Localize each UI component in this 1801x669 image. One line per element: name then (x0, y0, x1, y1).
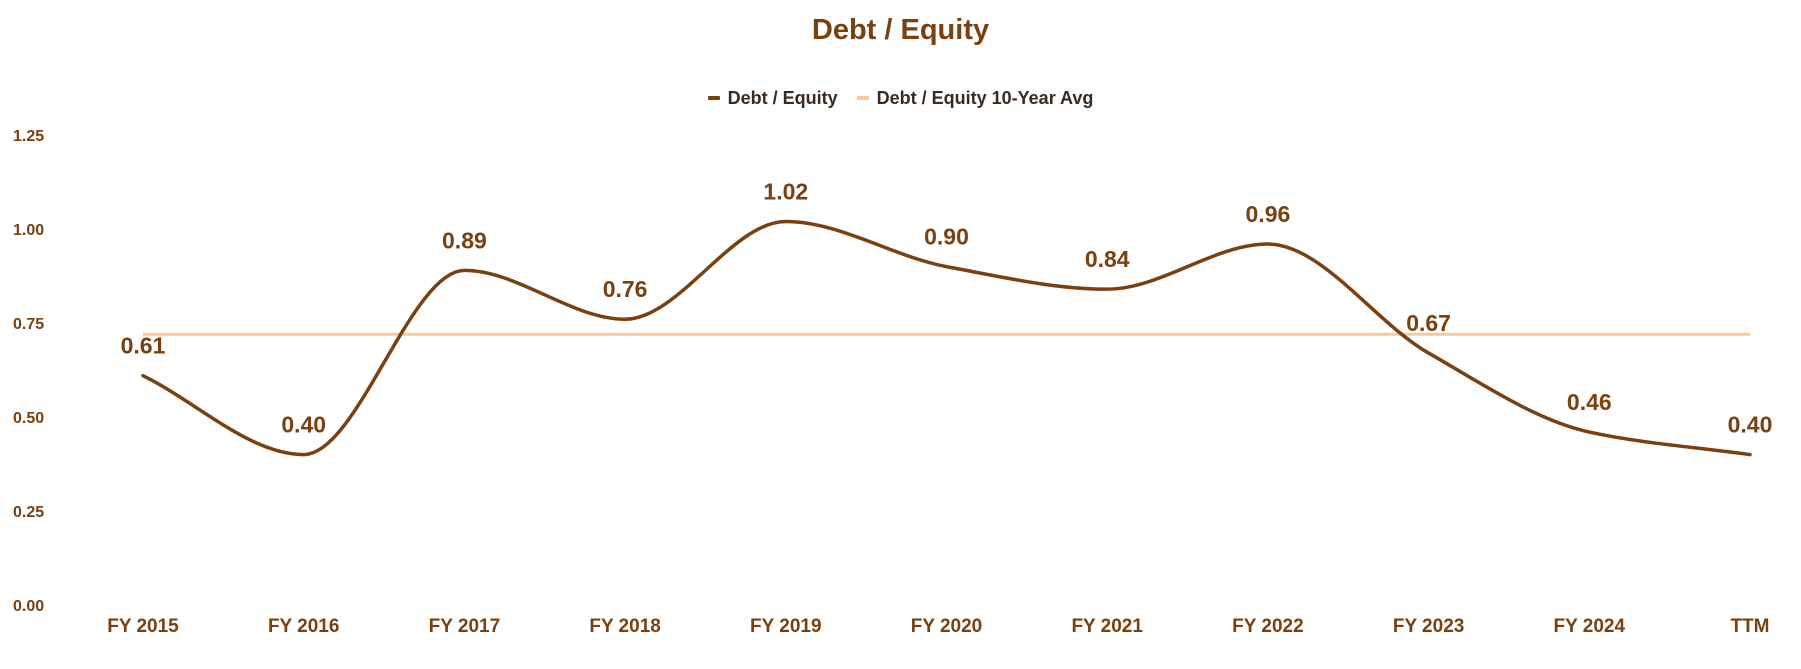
legend-item-debt-equity[interactable]: Debt / Equity (707, 87, 838, 109)
x-tick-label: FY 2023 (1393, 616, 1464, 637)
y-tick-label: 1.00 (13, 222, 44, 239)
legend-label-10-year-avg: Debt / Equity 10-Year Avg (876, 87, 1094, 108)
y-tick-label: 0.50 (13, 410, 44, 427)
data-label: 0.40 (281, 412, 326, 438)
chart-title: Debt / Equity (811, 14, 990, 46)
data-label: 0.40 (1728, 412, 1773, 438)
x-tick-label: FY 2021 (1071, 616, 1143, 637)
data-label: 0.84 (1085, 246, 1130, 272)
data-label: 0.67 (1406, 310, 1451, 336)
data-label: 0.76 (603, 276, 648, 302)
data-point[interactable] (781, 216, 791, 226)
data-label: 0.46 (1567, 389, 1612, 415)
data-point[interactable] (138, 371, 148, 381)
data-point[interactable] (620, 314, 630, 324)
legend-item-10-year-avg[interactable]: Debt / Equity 10-Year Avg (856, 87, 1094, 109)
x-tick-label: FY 2024 (1554, 616, 1626, 637)
data-point[interactable] (459, 265, 469, 275)
series-line-debt-equity (141, 219, 1752, 457)
legend-label-debt-equity: Debt / Equity (727, 87, 838, 108)
y-tick-label: 0.25 (13, 504, 44, 521)
x-tick-label: FY 2017 (429, 616, 500, 637)
legend-swatch-10-year-avg (856, 96, 869, 100)
legend-swatch-debt-equity (707, 96, 720, 100)
x-tick-label: FY 2022 (1232, 616, 1303, 637)
data-label: 0.96 (1246, 201, 1291, 227)
x-tick-label: FY 2019 (750, 616, 821, 637)
data-label: 0.61 (121, 333, 166, 359)
data-point[interactable] (1745, 450, 1755, 460)
x-tick-label: TTM (1730, 616, 1769, 637)
data-label: 0.90 (924, 224, 969, 250)
data-point[interactable] (1102, 284, 1112, 294)
y-tick-label: 0.75 (13, 316, 44, 333)
data-point[interactable] (299, 450, 309, 460)
data-point[interactable] (1584, 427, 1594, 437)
x-tick-label: FY 2020 (911, 616, 982, 637)
data-label: 1.02 (763, 178, 808, 204)
x-tick-label: FY 2018 (589, 616, 660, 637)
y-tick-label: 1.25 (13, 128, 44, 145)
data-point[interactable] (1263, 239, 1273, 249)
data-point[interactable] (942, 262, 952, 272)
x-tick-label: FY 2016 (268, 616, 339, 637)
data-point[interactable] (1424, 348, 1434, 358)
legend: Debt / Equity Debt / Equity 10-Year Avg (0, 84, 1801, 109)
x-tick-label: FY 2015 (107, 616, 179, 637)
y-tick-label: 0.00 (13, 598, 44, 615)
data-label: 0.89 (442, 227, 487, 253)
